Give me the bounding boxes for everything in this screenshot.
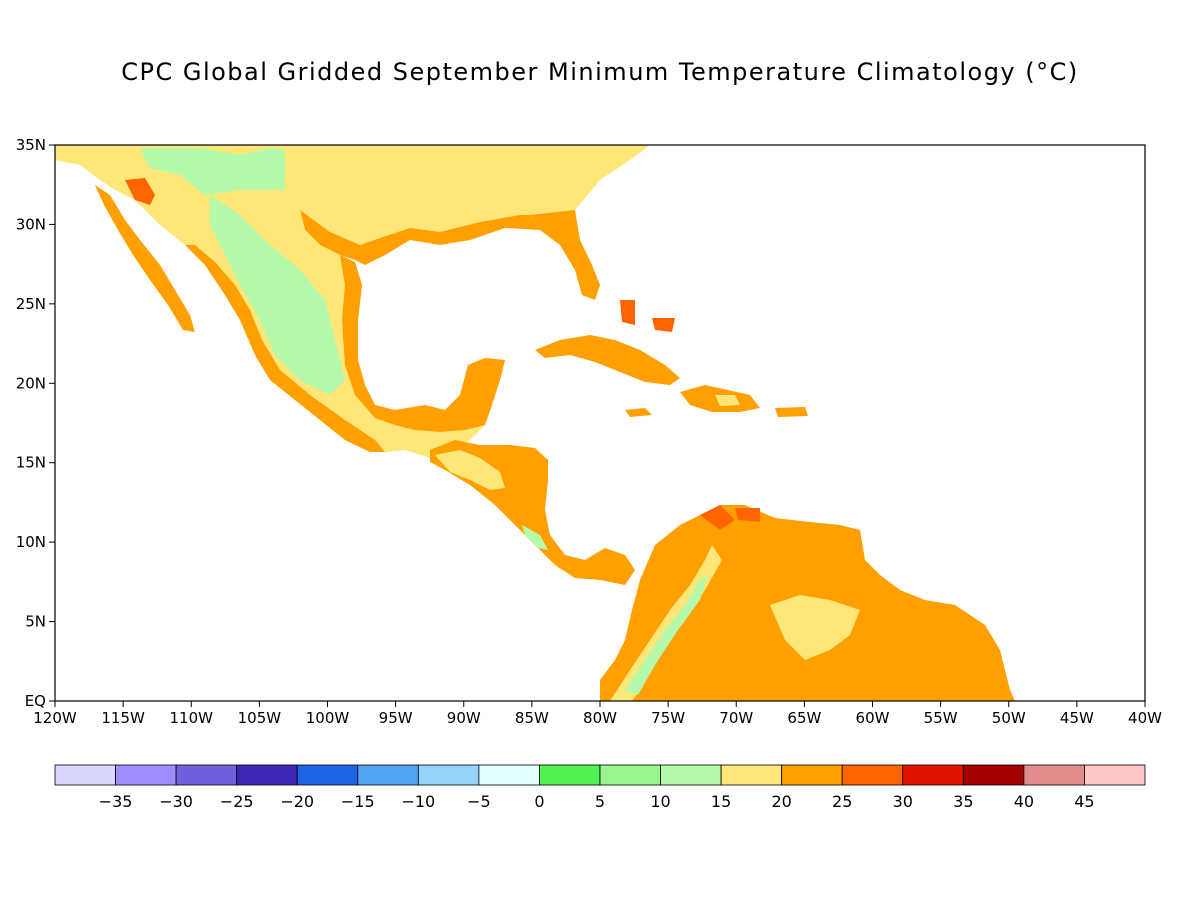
colorbar-label: 5 [595,792,605,811]
guiana-highlands-cool [770,595,860,660]
andes-cool [610,545,722,701]
colorbar-label: −25 [220,792,254,811]
colorbar-label: −35 [99,792,133,811]
jamaica-land [625,408,652,417]
colorbar-swatch [1084,764,1146,786]
colorbar-label: 0 [534,792,544,811]
colorbar-swatch [1023,764,1085,786]
lon-tick-label: 50W [992,709,1026,727]
colorbar-swatch [236,764,298,786]
colorbar-labels: −35 −30 −25 −20 −15 −10 −5 0 5 10 15 20 25 30 35 40 45 [99,792,1095,811]
lon-tick-label: 110W [170,709,214,727]
colorbar-label: 20 [771,792,791,811]
florida-land [530,210,600,300]
lon-tick-label: 55W [924,709,958,727]
colorbar-label: 35 [953,792,973,811]
colorbar-label: 15 [711,792,731,811]
longitude-axis: 120W 115W 110W 105W 100W 95W 90W 85W 80W 75W 70W 65… [33,701,1162,727]
gulf-coast-warm [300,210,540,265]
colorbar-swatch [599,764,661,786]
colorbar-label: −20 [280,792,314,811]
venezuela-hot [700,505,760,530]
lon-tick-label: 60W [856,709,890,727]
lon-tick-label: 70W [719,709,753,727]
colorbar-swatch [902,764,964,786]
lon-tick-label: 95W [379,709,413,727]
lat-tick-label: 15N [16,454,46,472]
lon-tick-label: 115W [101,709,145,727]
mexico-west-coast-warm [185,245,385,452]
mexico-highlands-cool [210,195,345,395]
colorbar-label: 45 [1074,792,1094,811]
colorbar-swatch [660,764,722,786]
lon-tick-label: 120W [33,709,77,727]
lat-tick-label: 30N [16,215,46,233]
lon-tick-label: 100W [306,709,350,727]
lon-tick-label: 65W [787,709,821,727]
colorbar-swatch [54,764,116,786]
cuba-land [535,335,680,385]
colorbar-label: 40 [1014,792,1034,811]
colorbar-swatch [296,764,359,786]
colorbar-swatch [841,764,904,786]
colorbar-swatch [720,764,783,786]
colorbar-swatch [115,764,177,786]
colorbar-label: 10 [650,792,670,811]
lat-tick-label: EQ [25,692,46,710]
lon-tick-label: 80W [583,709,617,727]
bahamas-hot [620,300,675,332]
hispaniola-cool [715,395,740,406]
lon-tick-label: 105W [238,709,282,727]
lon-tick-label: 40W [1128,709,1162,727]
colorbar-label: −30 [159,792,193,811]
temperature-field [55,145,1015,701]
colorbar-swatch [478,764,540,786]
map-title: CPC Global Gridded September Minimum Tem… [121,58,1079,86]
lat-tick-label: 25N [16,295,46,313]
puerto-rico-land [775,407,808,417]
colorbar-label: −10 [401,792,435,811]
costa-rica-cool [522,525,548,550]
colorbar-swatch [781,764,843,786]
lon-tick-label: 45W [1060,709,1094,727]
us-highlands-cool [140,148,285,195]
colorbar-label: −15 [341,792,375,811]
lon-tick-label: 75W [651,709,685,727]
lon-tick-label: 90W [447,709,481,727]
sonora-hot [125,178,155,205]
lat-tick-label: 35N [16,136,46,154]
colorbar-label: 30 [893,792,913,811]
guatemala-cool [435,450,505,490]
colorbar-label: 25 [832,792,852,811]
latitude-axis: 35N 30N 25N 20N 15N 10N 5N EQ [16,136,55,710]
mexico-east-coast-warm [340,255,505,432]
colorbar-swatch [175,764,238,786]
colorbar [54,764,1146,786]
andes-green [625,575,708,695]
lon-tick-label: 85W [515,709,549,727]
lat-tick-label: 5N [25,613,46,631]
colorbar-swatch [539,764,601,786]
colorbar-swatch [417,764,480,786]
baja-land [95,185,195,332]
lat-tick-label: 20N [16,374,46,392]
colorbar-swatch [357,764,419,786]
colorbar-swatch [962,764,1025,786]
colorbar-label: −5 [467,792,491,811]
lat-tick-label: 10N [16,533,46,551]
